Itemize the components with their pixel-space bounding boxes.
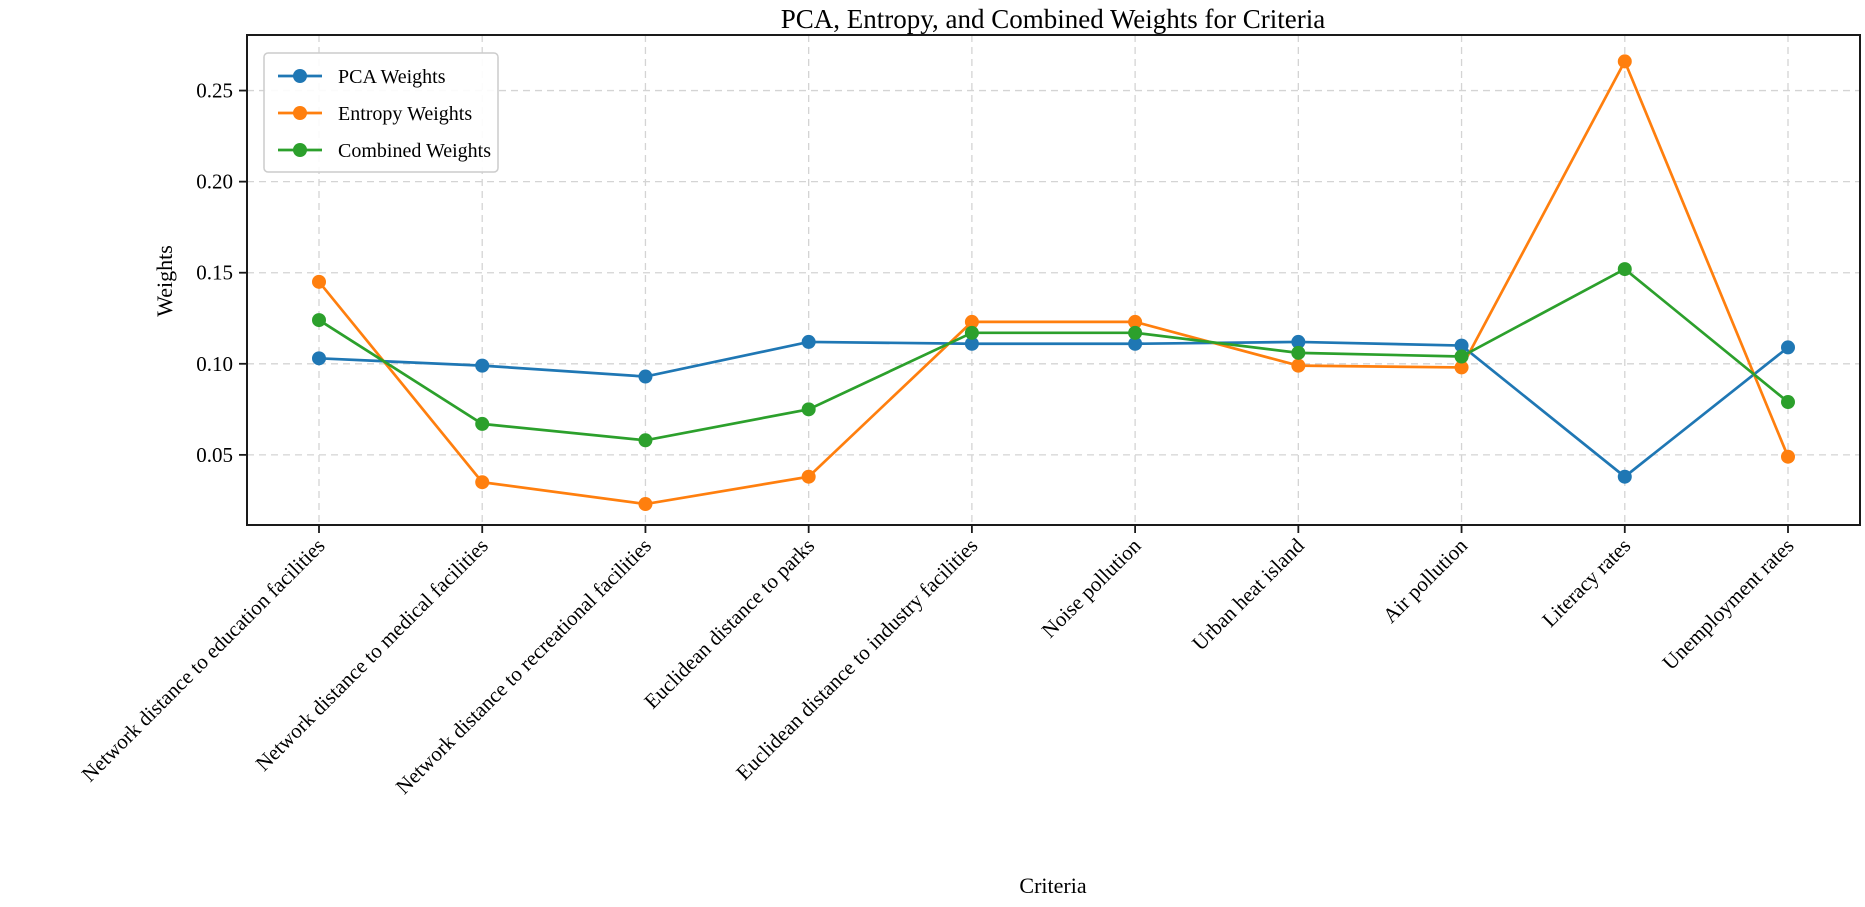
y-tick-label-0.20: 0.20 — [196, 170, 233, 194]
y-axis-label: Weights — [152, 245, 177, 317]
x-tick-label-literacy-rates: Literacy rates — [1537, 534, 1635, 632]
point-entropy-weights-3 — [801, 469, 816, 484]
point-pca-weights-4 — [964, 336, 979, 351]
point-pca-weights-2 — [638, 369, 653, 384]
plot-border — [246, 34, 1861, 526]
point-pca-weights-1 — [475, 358, 490, 373]
point-pca-weights-0 — [312, 351, 326, 366]
x-tick-label-noise-pollution: Noise pollution — [1037, 533, 1146, 642]
point-entropy-weights-4 — [964, 314, 979, 329]
legend-label-pca-weights: PCA Weights — [338, 66, 446, 88]
legend-marker-entropy-weights — [293, 106, 307, 120]
point-combined-weights-3 — [801, 402, 816, 417]
y-tick-label-0.25: 0.25 — [196, 79, 233, 103]
x-tick-label-euclidean-distance-to-parks: Euclidean distance to parks — [639, 534, 819, 714]
legend-label-entropy-weights: Entropy Weights — [338, 103, 472, 125]
point-combined-weights-4 — [964, 325, 979, 340]
point-entropy-weights-0 — [312, 274, 326, 289]
x-tick-label-air-pollution: Air pollution — [1378, 533, 1472, 627]
series-line-combined-weights — [318, 267, 1789, 442]
point-combined-weights-9 — [1781, 395, 1795, 410]
axes-frame — [239, 34, 1861, 533]
point-combined-weights-2 — [638, 433, 653, 448]
point-combined-weights-7 — [1454, 349, 1469, 364]
x-tick-label-unemployment-rates: Unemployment rates — [1657, 534, 1798, 675]
point-combined-weights-1 — [475, 416, 490, 431]
point-combined-weights-0 — [312, 313, 326, 328]
x-tick-label-urban-heat-island: Urban heat island — [1187, 533, 1309, 655]
point-entropy-weights-1 — [475, 475, 490, 490]
series-line-entropy-weights — [317, 58, 1790, 506]
point-pca-weights-5 — [1128, 336, 1143, 351]
point-pca-weights-9 — [1781, 340, 1795, 355]
point-pca-weights-7 — [1454, 338, 1469, 353]
point-pca-weights-6 — [1291, 334, 1306, 349]
point-pca-weights-8 — [1617, 469, 1632, 484]
legend: PCA Weights Entropy Weights Combined Weigh… — [263, 52, 499, 173]
point-entropy-weights-8 — [1617, 54, 1632, 69]
data-series — [312, 54, 1795, 512]
legend-marker-combined-weights — [293, 143, 307, 157]
point-entropy-weights-9 — [1781, 449, 1795, 464]
point-pca-weights-3 — [801, 334, 816, 349]
tick-labels: 0.05 0.10 0.15 0.20 0.25 Network distance to … — [77, 79, 1799, 799]
point-combined-weights-6 — [1291, 345, 1306, 360]
point-entropy-weights-7 — [1454, 360, 1469, 375]
point-combined-weights-5 — [1128, 325, 1143, 340]
point-entropy-weights-2 — [638, 497, 653, 512]
series-line-pca-weights — [318, 340, 1789, 479]
y-tick-label-0.05: 0.05 — [196, 443, 233, 467]
x-tick-label-network-distance-to-recreational-facilities: Network distance to recreational facilit… — [391, 534, 656, 799]
legend-frame — [263, 52, 499, 173]
point-entropy-weights-5 — [1128, 314, 1143, 329]
legend-marker-pca-weights — [293, 69, 307, 83]
y-tick-label-0.15: 0.15 — [196, 261, 233, 285]
chart-title: PCA, Entropy, and Combined Weights for C… — [781, 4, 1326, 34]
x-axis-label: Criteria — [1019, 873, 1086, 898]
legend-label-combined-weights: Combined Weights — [338, 140, 491, 162]
y-tick-label-0.10: 0.10 — [196, 352, 233, 376]
point-entropy-weights-6 — [1291, 358, 1306, 373]
point-combined-weights-8 — [1617, 262, 1632, 277]
